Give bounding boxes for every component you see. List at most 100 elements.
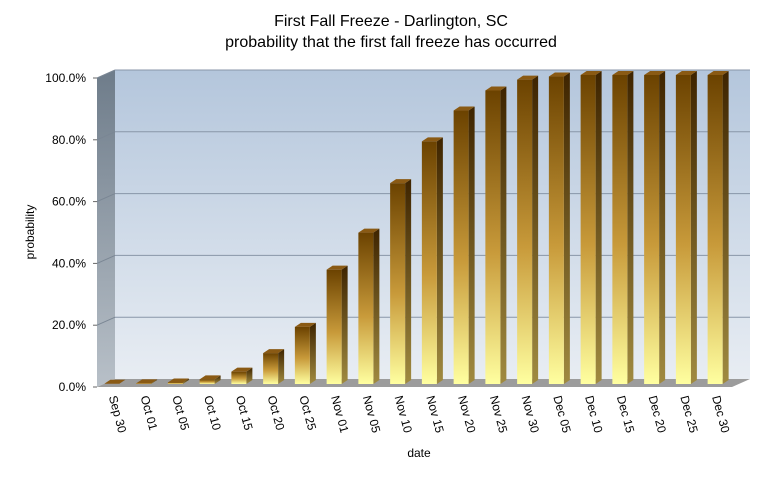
y-tick-label: 100.0%	[45, 71, 86, 85]
gridline-side	[96, 316, 116, 326]
bar-side	[405, 179, 412, 384]
x-tick-label: Sep 30	[106, 394, 129, 435]
bar-top	[453, 106, 475, 111]
bar-front	[294, 326, 310, 384]
x-tick-label: Nov 20	[455, 394, 478, 435]
bar	[199, 375, 221, 384]
x-tick-label: Oct 05	[169, 394, 192, 432]
bar	[421, 137, 443, 384]
bar-side	[278, 349, 285, 384]
bar-side	[690, 71, 697, 384]
x-tick-label: Dec 05	[550, 394, 573, 435]
bar-top	[517, 75, 539, 80]
bar-top	[358, 228, 380, 233]
bar-side	[309, 322, 316, 384]
bar-side	[595, 71, 602, 384]
gridline-side	[96, 193, 116, 203]
bar-front	[263, 353, 279, 384]
bars	[104, 71, 729, 385]
bar	[358, 228, 380, 384]
x-tick-label: Oct 01	[138, 394, 161, 432]
side-wall	[97, 70, 115, 387]
bar	[580, 71, 602, 384]
bar-top	[326, 265, 348, 270]
x-tick-label: Oct 25	[296, 394, 319, 432]
bar-side	[627, 71, 634, 384]
bar-top	[263, 349, 285, 354]
bar	[453, 106, 475, 384]
y-tick-label: 0.0%	[59, 380, 87, 394]
bar-front	[612, 75, 628, 384]
gridline-side	[96, 254, 116, 264]
bar-top	[167, 378, 189, 383]
y-axis-label: probability	[23, 205, 37, 260]
bar-side	[151, 379, 158, 384]
bar-front	[326, 269, 342, 384]
chart-subtitle: probability that the first fall freeze h…	[225, 34, 557, 51]
x-tick-label: Oct 20	[265, 394, 288, 432]
bar-top	[675, 71, 697, 75]
bar	[644, 71, 666, 384]
bar-top	[707, 71, 729, 75]
x-tick-label: Oct 15	[233, 394, 256, 432]
x-axis: Sep 30 Oct 01 Oct 05 Oct 10 Oct 15 Oct 20 Oct …	[106, 394, 733, 435]
bar-side	[341, 265, 348, 384]
bar-front	[199, 379, 215, 384]
x-tick-label: Nov 05	[360, 394, 383, 435]
x-tick-label: Nov 30	[519, 394, 542, 435]
bar	[294, 322, 316, 384]
bar-side	[436, 137, 443, 384]
bar-front	[136, 383, 152, 384]
x-tick-label: Dec 20	[646, 394, 669, 435]
x-tick-label: Nov 15	[423, 394, 446, 435]
bar-top	[548, 72, 570, 77]
bar	[390, 179, 412, 384]
bar-top	[199, 375, 221, 380]
bar-side	[532, 75, 539, 384]
bar	[517, 75, 539, 384]
x-tick-label: Dec 25	[677, 394, 700, 435]
bar	[167, 378, 189, 384]
bar	[104, 379, 126, 384]
bar	[548, 72, 570, 385]
bar-side	[214, 375, 221, 384]
bar-front	[580, 75, 596, 384]
y-axis: 0.0% 20.0% 40.0% 60.0% 80.0% 100.0%	[45, 71, 97, 394]
x-tick-label: Nov 10	[392, 394, 415, 435]
gridline-side	[96, 131, 116, 141]
bar-top	[231, 367, 253, 372]
bar-front	[453, 110, 469, 384]
bar	[263, 349, 285, 384]
bar-side	[373, 228, 380, 384]
bar	[612, 71, 634, 384]
bar-side	[659, 71, 666, 384]
bar-front	[421, 141, 437, 384]
x-tick-label: Oct 10	[201, 394, 224, 432]
bar-side	[563, 72, 570, 385]
bar	[231, 367, 253, 384]
bar-front	[675, 75, 691, 384]
bar-top	[104, 379, 126, 384]
bar	[485, 86, 507, 384]
bar-top	[580, 71, 602, 75]
bar-side	[182, 378, 189, 384]
bar	[326, 265, 348, 384]
bar-front	[358, 232, 374, 384]
x-axis-label: date	[407, 446, 431, 460]
bar-top	[136, 379, 158, 384]
bar-front	[485, 90, 501, 384]
bar-top	[644, 71, 666, 75]
y-tick-label: 20.0%	[52, 318, 86, 332]
bar	[707, 71, 729, 384]
bar-top	[390, 179, 412, 184]
bar-side	[500, 86, 507, 384]
x-tick-label: Dec 15	[614, 394, 637, 435]
chart-title: First Fall Freeze - Darlington, SC	[274, 13, 508, 30]
bar-side	[468, 106, 475, 384]
x-tick-label: Nov 25	[487, 394, 510, 435]
bar	[675, 71, 697, 384]
bar-top	[612, 71, 634, 75]
y-tick-label: 40.0%	[52, 256, 86, 270]
bar-front	[390, 183, 406, 384]
